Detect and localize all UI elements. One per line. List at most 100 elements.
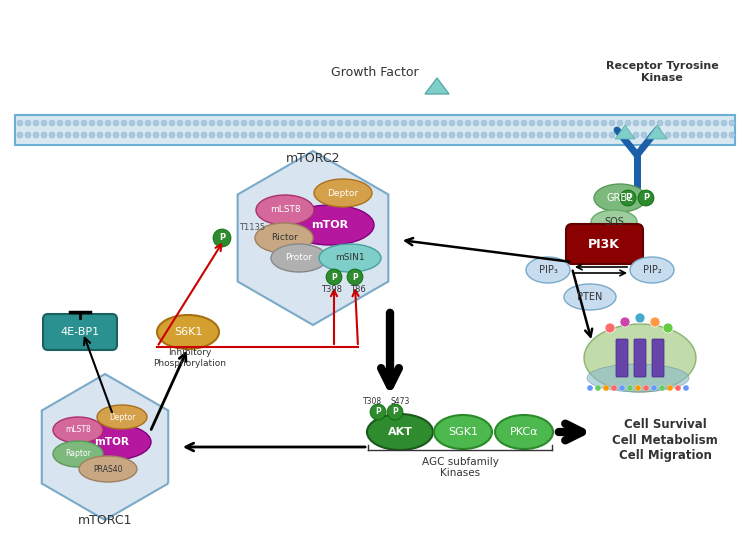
Circle shape bbox=[635, 385, 641, 391]
Ellipse shape bbox=[584, 324, 696, 392]
Circle shape bbox=[593, 132, 599, 138]
Circle shape bbox=[561, 120, 567, 126]
Circle shape bbox=[521, 132, 527, 138]
Circle shape bbox=[601, 120, 607, 126]
Circle shape bbox=[347, 269, 363, 285]
Circle shape bbox=[417, 120, 423, 126]
Circle shape bbox=[643, 385, 649, 391]
Circle shape bbox=[249, 132, 255, 138]
Circle shape bbox=[153, 132, 159, 138]
Circle shape bbox=[449, 132, 455, 138]
Circle shape bbox=[345, 132, 351, 138]
Circle shape bbox=[553, 120, 559, 126]
Circle shape bbox=[81, 120, 87, 126]
Circle shape bbox=[97, 120, 103, 126]
Text: P: P bbox=[643, 193, 649, 203]
Ellipse shape bbox=[591, 210, 637, 234]
Circle shape bbox=[113, 132, 119, 138]
Circle shape bbox=[489, 120, 495, 126]
Text: mTOR: mTOR bbox=[95, 437, 129, 447]
Ellipse shape bbox=[587, 364, 689, 392]
Text: Inhibitory
Phosphorylation: Inhibitory Phosphorylation bbox=[153, 348, 226, 368]
Circle shape bbox=[417, 132, 423, 138]
Text: P: P bbox=[392, 407, 398, 416]
Circle shape bbox=[185, 132, 191, 138]
Circle shape bbox=[393, 132, 399, 138]
Circle shape bbox=[337, 132, 343, 138]
FancyBboxPatch shape bbox=[652, 339, 664, 377]
Text: mLST8: mLST8 bbox=[270, 205, 300, 214]
Circle shape bbox=[697, 120, 703, 126]
Circle shape bbox=[361, 120, 367, 126]
Circle shape bbox=[377, 132, 383, 138]
Circle shape bbox=[689, 120, 695, 126]
Circle shape bbox=[185, 120, 191, 126]
Circle shape bbox=[121, 132, 127, 138]
Circle shape bbox=[627, 385, 633, 391]
Circle shape bbox=[81, 132, 87, 138]
Circle shape bbox=[273, 132, 279, 138]
Circle shape bbox=[721, 120, 727, 126]
Circle shape bbox=[273, 120, 279, 126]
Circle shape bbox=[393, 120, 399, 126]
Circle shape bbox=[385, 132, 391, 138]
Circle shape bbox=[385, 120, 391, 126]
Circle shape bbox=[241, 120, 247, 126]
Circle shape bbox=[353, 132, 359, 138]
Circle shape bbox=[609, 132, 615, 138]
Circle shape bbox=[465, 120, 471, 126]
Circle shape bbox=[641, 132, 647, 138]
Circle shape bbox=[617, 120, 623, 126]
Circle shape bbox=[681, 120, 687, 126]
Circle shape bbox=[49, 132, 55, 138]
Text: S6K1: S6K1 bbox=[174, 327, 202, 337]
Circle shape bbox=[201, 120, 207, 126]
Circle shape bbox=[217, 132, 223, 138]
Circle shape bbox=[169, 120, 175, 126]
Ellipse shape bbox=[256, 195, 314, 225]
Circle shape bbox=[113, 120, 119, 126]
Circle shape bbox=[605, 323, 615, 333]
Circle shape bbox=[667, 385, 673, 391]
Circle shape bbox=[657, 120, 663, 126]
Circle shape bbox=[25, 132, 31, 138]
Circle shape bbox=[721, 132, 727, 138]
Circle shape bbox=[697, 132, 703, 138]
Text: PKCα: PKCα bbox=[510, 427, 538, 437]
Ellipse shape bbox=[564, 284, 616, 310]
FancyBboxPatch shape bbox=[15, 115, 735, 145]
Text: P: P bbox=[352, 272, 358, 281]
Circle shape bbox=[289, 120, 295, 126]
Circle shape bbox=[633, 132, 639, 138]
Circle shape bbox=[577, 132, 583, 138]
Polygon shape bbox=[647, 125, 667, 139]
Circle shape bbox=[297, 132, 303, 138]
Circle shape bbox=[17, 132, 23, 138]
Text: SGK1: SGK1 bbox=[448, 427, 478, 437]
Circle shape bbox=[497, 132, 503, 138]
Circle shape bbox=[513, 120, 519, 126]
Circle shape bbox=[611, 385, 617, 391]
Circle shape bbox=[369, 132, 375, 138]
Circle shape bbox=[657, 132, 663, 138]
Circle shape bbox=[225, 132, 231, 138]
Circle shape bbox=[233, 120, 239, 126]
Circle shape bbox=[177, 120, 183, 126]
Circle shape bbox=[620, 190, 636, 206]
Text: PI3K: PI3K bbox=[588, 239, 620, 251]
Circle shape bbox=[57, 132, 63, 138]
Circle shape bbox=[289, 132, 295, 138]
Circle shape bbox=[465, 132, 471, 138]
Polygon shape bbox=[425, 78, 449, 94]
Circle shape bbox=[97, 132, 103, 138]
Circle shape bbox=[209, 120, 215, 126]
Circle shape bbox=[713, 132, 719, 138]
Circle shape bbox=[353, 120, 359, 126]
Circle shape bbox=[673, 132, 679, 138]
Circle shape bbox=[89, 120, 95, 126]
Circle shape bbox=[529, 120, 535, 126]
Text: T86: T86 bbox=[350, 285, 366, 294]
Circle shape bbox=[329, 120, 335, 126]
Text: P: P bbox=[219, 234, 225, 242]
Text: PTEN: PTEN bbox=[578, 292, 602, 302]
